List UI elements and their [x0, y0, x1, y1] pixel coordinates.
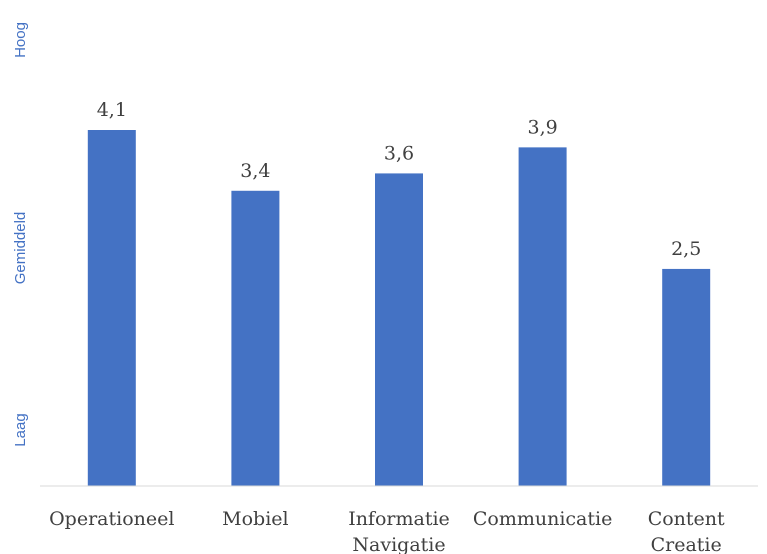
bar-1 — [87, 130, 136, 486]
data-label-2: 3,4 — [240, 160, 270, 182]
category-label-line: Creatie — [651, 534, 722, 554]
bar-5 — [662, 268, 711, 486]
category-label-line: Informatie — [348, 508, 450, 530]
bar-3 — [375, 173, 423, 487]
y-label-high: Hoog — [12, 22, 29, 58]
category-label-line: Mobiel — [222, 508, 288, 530]
bar-2 — [231, 190, 280, 486]
category-label-3: Informatie Navigatie — [348, 508, 450, 554]
category-label-1: Operationeel — [49, 508, 174, 530]
y-label-low: Laag — [12, 413, 29, 446]
category-label-line: Content — [648, 508, 725, 530]
category-label-line: Operationeel — [49, 508, 174, 530]
data-label-1: 4,1 — [97, 99, 127, 121]
category-label-4: Communicatie — [473, 508, 613, 530]
data-label-4: 3,9 — [527, 116, 557, 138]
category-label-2: Mobiel — [222, 508, 288, 530]
category-label-line: Communicatie — [473, 508, 613, 530]
bar-4 — [518, 147, 567, 487]
category-label-line: Navigatie — [352, 534, 445, 554]
y-label-average: Gemiddeld — [12, 212, 29, 285]
data-label-5: 2,5 — [671, 238, 701, 260]
data-label-3: 3,6 — [384, 142, 414, 164]
category-label-5: Content Creatie — [648, 508, 725, 554]
